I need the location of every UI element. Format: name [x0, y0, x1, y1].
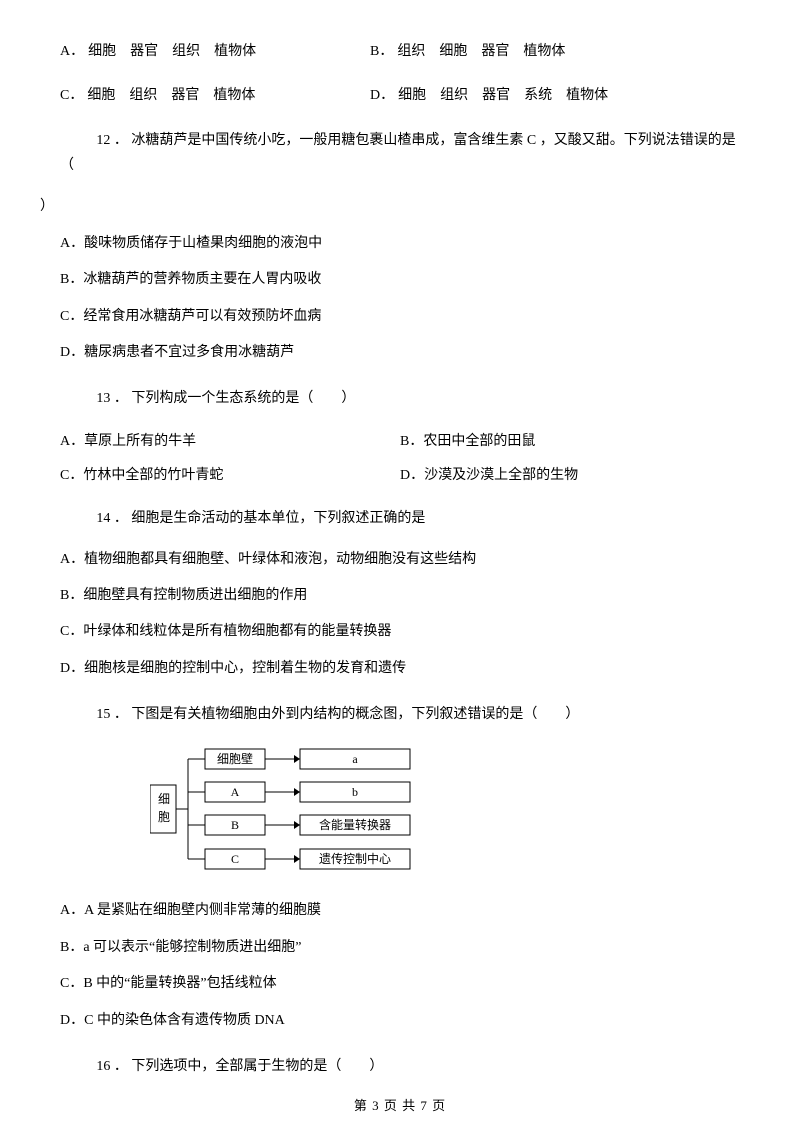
word: 组织 [440, 84, 468, 104]
q11-option-b: B． 组织 细胞 器官 植物体 [370, 40, 565, 60]
q15-option-c: C．B 中的“能量转换器”包括线粒体 [60, 973, 740, 995]
opt-label: B． [370, 40, 393, 60]
q12-option-d: D．糖尿病患者不宜过多食用冰糖葫芦 [60, 342, 740, 364]
d-r3b: 含能量转换器 [319, 817, 391, 832]
q-number: 15 ． [96, 707, 128, 722]
q14-option-b: B．细胞壁具有控制物质进出细胞的作用 [60, 585, 740, 607]
opt-label: C． [60, 84, 83, 104]
q-body: 下列构成一个生态系统的是（ ） [131, 391, 355, 406]
d-r3a: B [231, 818, 239, 832]
q-body: 下列选项中，全部属于生物的是（ ） [131, 1059, 383, 1074]
word: 植物体 [213, 84, 255, 104]
d-r4a: C [231, 852, 239, 866]
q12-option-a: A．酸味物质储存于山楂果肉细胞的液泡中 [60, 233, 740, 255]
question-12: 12 ． 冰糖葫芦是中国传统小吃，一般用糖包裹山楂串成，富含维生素 C ，又酸又… [60, 128, 740, 364]
q11-option-c: C． 细胞 组织 器官 植物体 [60, 84, 370, 104]
question-16: 16 ． 下列选项中，全部属于生物的是（ ） [60, 1054, 740, 1079]
word: 植物体 [214, 40, 256, 60]
concept-diagram: 细 胞 [150, 745, 740, 880]
word: 细胞 [87, 84, 115, 104]
q12-paren-close: ） [40, 196, 740, 218]
q12-option-b: B．冰糖葫芦的营养物质主要在人胃内吸收 [60, 269, 740, 291]
word: 细胞 [398, 84, 426, 104]
word: 植物体 [523, 40, 565, 60]
q13-option-b: B．农田中全部的田鼠 [400, 430, 740, 450]
q-body: 下图是有关植物细胞由外到内结构的概念图，下列叙述错误的是（ ） [131, 707, 579, 722]
d-r1b: a [352, 752, 358, 766]
word: 器官 [171, 84, 199, 104]
word: 细胞 [439, 40, 467, 60]
word: 系统 [524, 84, 552, 104]
word: 组织 [397, 40, 425, 60]
question-13: 13 ． 下列构成一个生态系统的是（ ） A．草原上所有的牛羊 B．农田中全部的… [60, 386, 740, 483]
q14-option-c: C．叶绿体和线粒体是所有植物细胞都有的能量转换器 [60, 621, 740, 643]
q-number: 13 ． [96, 391, 128, 406]
q13-option-d: D．沙漠及沙漠上全部的生物 [400, 464, 740, 484]
d-r2b: b [352, 785, 358, 799]
q14-option-a: A．植物细胞都具有细胞壁、叶绿体和液泡，动物细胞没有这些结构 [60, 549, 740, 571]
question-14: 14 ． 细胞是生命活动的基本单位，下列叙述正确的是 A．植物细胞都具有细胞壁、… [60, 506, 740, 681]
word: 组织 [172, 40, 200, 60]
word: 器官 [482, 84, 510, 104]
q15-option-d: D．C 中的染色体含有遗传物质 DNA [60, 1010, 740, 1032]
d-r2a: A [231, 785, 240, 799]
q-number: 14 ． [96, 511, 128, 526]
opt-label: A． [60, 40, 84, 60]
diagram-svg: 细 胞 [150, 745, 450, 875]
question-15: 15 ． 下图是有关植物细胞由外到内结构的概念图，下列叙述错误的是（ ） 细 胞 [60, 702, 740, 1032]
d-r4b: 遗传控制中心 [319, 851, 391, 866]
q11-option-a: A． 细胞 器官 组织 植物体 [60, 40, 370, 60]
word: 细胞 [88, 40, 116, 60]
q-body: 冰糖葫芦是中国传统小吃，一般用糖包裹山楂串成，富含维生素 C ，又酸又甜。下列说… [60, 133, 736, 173]
q13-option-a: A．草原上所有的牛羊 [60, 430, 400, 450]
q15-option-a: A．A 是紧贴在细胞壁内侧非常薄的细胞膜 [60, 900, 740, 922]
page-footer: 第 3 页 共 7 页 [60, 1095, 740, 1114]
opt-label: D． [370, 84, 394, 104]
q15-option-b: B．a 可以表示“能够控制物质进出细胞” [60, 937, 740, 959]
d-root-l1: 细 [158, 792, 170, 806]
q12-option-c: C．经常食用冰糖葫芦可以有效预防坏血病 [60, 306, 740, 328]
q11-option-d: D． 细胞 组织 器官 系统 植物体 [370, 84, 608, 104]
word: 植物体 [566, 84, 608, 104]
q-number: 12 ． [96, 133, 128, 148]
q-body: 细胞是生命活动的基本单位，下列叙述正确的是 [131, 511, 425, 526]
word: 组织 [129, 84, 157, 104]
word: 器官 [481, 40, 509, 60]
d-r1a: 细胞壁 [217, 751, 253, 766]
word: 器官 [130, 40, 158, 60]
q-number: 16 ． [96, 1059, 128, 1074]
q13-option-c: C．竹林中全部的竹叶青蛇 [60, 464, 400, 484]
d-root-l2: 胞 [158, 810, 170, 824]
q14-option-d: D．细胞核是细胞的控制中心，控制着生物的发育和遗传 [60, 658, 740, 680]
